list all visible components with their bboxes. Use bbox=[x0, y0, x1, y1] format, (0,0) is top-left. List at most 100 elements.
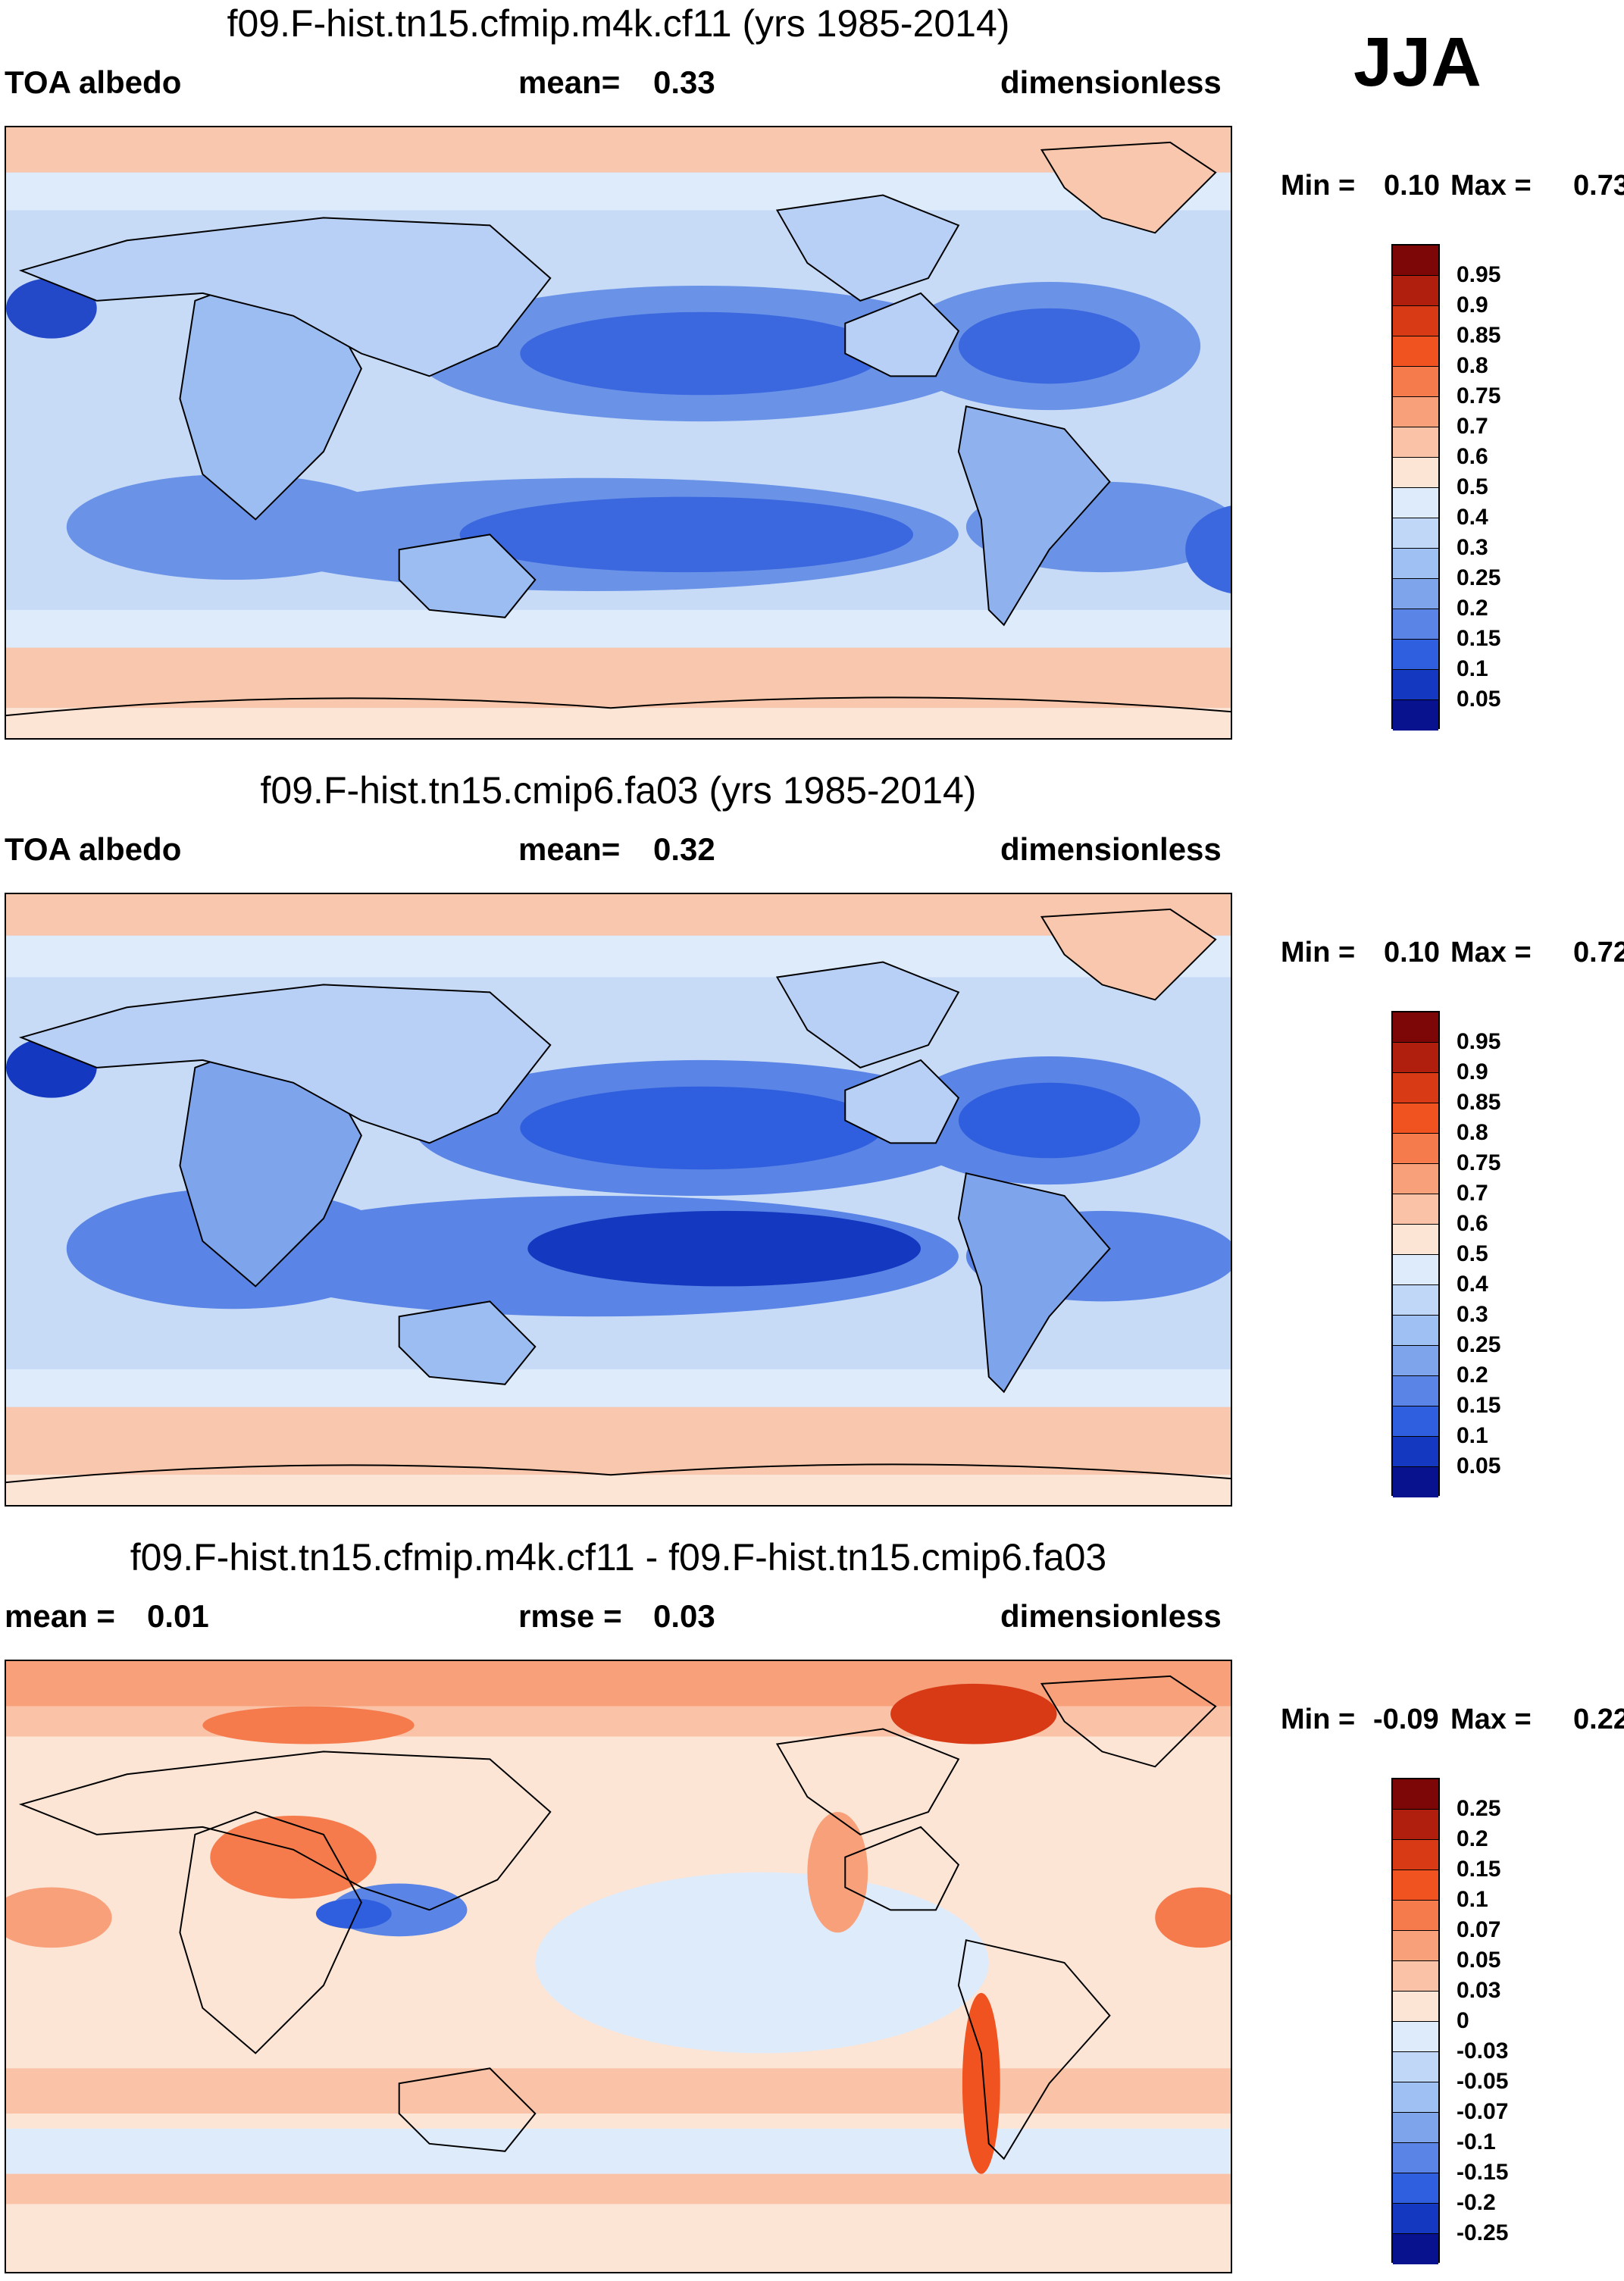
colorbar-swatch bbox=[1393, 1164, 1438, 1194]
panel-1-title: f09.F-hist.tn15.cfmip.m4k.cf11 (yrs 1985… bbox=[227, 2, 1010, 45]
colorbar-tick-label: 0.2 bbox=[1457, 1826, 1488, 1851]
panel-1-center-value: 0.33 bbox=[653, 64, 715, 100]
colorbar-swatch bbox=[1393, 700, 1438, 731]
colorbar-swatch bbox=[1393, 670, 1438, 700]
panel-2-min-value: 0.10 bbox=[1384, 937, 1440, 968]
colorbar-swatch bbox=[1393, 1840, 1438, 1870]
colorbar-swatch bbox=[1393, 1043, 1438, 1073]
colorbar-swatch bbox=[1393, 458, 1438, 488]
colorbar-swatch bbox=[1393, 1255, 1438, 1285]
colorbar-swatch bbox=[1393, 336, 1438, 367]
panel-3-left-label: mean = bbox=[5, 1598, 115, 1634]
colorbar-swatch bbox=[1393, 2234, 1438, 2264]
colorbar-swatch bbox=[1393, 2204, 1438, 2234]
colorbar-tick-label: -0.03 bbox=[1457, 2039, 1509, 2064]
colorbar-tick-label: 0.4 bbox=[1457, 505, 1488, 530]
colorbar-swatch bbox=[1393, 1437, 1438, 1467]
colorbar-tick-label: -0.07 bbox=[1457, 2099, 1509, 2124]
panel-2-center-value: 0.32 bbox=[653, 831, 715, 867]
panel-2-left-label: TOA albedo bbox=[5, 831, 182, 867]
colorbar-swatch bbox=[1393, 1316, 1438, 1346]
colorbar-tick-label: 0.95 bbox=[1457, 1029, 1501, 1054]
colorbar-swatch bbox=[1393, 427, 1438, 458]
colorbar-tick-label: 0.6 bbox=[1457, 444, 1488, 469]
colorbar-swatch bbox=[1393, 1870, 1438, 1901]
colorbar-tick-label: 0.9 bbox=[1457, 293, 1488, 318]
colorbar-tick-label: -0.2 bbox=[1457, 2190, 1496, 2215]
colorbar-tick-label: 0.25 bbox=[1457, 565, 1501, 590]
colorbar-swatch bbox=[1393, 276, 1438, 306]
colorbar-tick-label: 0.8 bbox=[1457, 353, 1488, 378]
colorbar-tick-label: 0.5 bbox=[1457, 1241, 1488, 1266]
colorbar-swatch bbox=[1393, 2143, 1438, 2173]
colorbar-tick-label: 0.7 bbox=[1457, 1181, 1488, 1206]
colorbar-tick-label: 0.2 bbox=[1457, 596, 1488, 621]
colorbar-tick-label: 0.7 bbox=[1457, 414, 1488, 439]
panel-1-units: dimensionless bbox=[1000, 64, 1222, 100]
colorbar-swatch bbox=[1393, 1073, 1438, 1103]
colorbar-tick-label: 0.8 bbox=[1457, 1120, 1488, 1145]
colorbar-tick-label: -0.25 bbox=[1457, 2220, 1509, 2245]
colorbar-tick-label: 0.05 bbox=[1457, 1453, 1501, 1478]
colorbar-tick-label: 0.1 bbox=[1457, 1423, 1488, 1448]
panel-2-map bbox=[5, 893, 1232, 1507]
panel-3-left-value: 0.01 bbox=[147, 1598, 209, 1634]
colorbar-swatch bbox=[1393, 518, 1438, 549]
colorbar-tick-label: -0.15 bbox=[1457, 2160, 1509, 2185]
colorbar-swatch bbox=[1393, 488, 1438, 518]
colorbar-swatch bbox=[1393, 1134, 1438, 1164]
panel-1-left-label: TOA albedo bbox=[5, 64, 182, 100]
colorbar-swatches bbox=[1391, 244, 1440, 731]
colorbar-swatch bbox=[1393, 1961, 1438, 1992]
colorbar-swatches bbox=[1391, 1011, 1440, 1497]
colorbar-tick-label: 0.05 bbox=[1457, 687, 1501, 712]
colorbar-tick-label: 0.2 bbox=[1457, 1363, 1488, 1388]
panel-3-max-value: 0.22 bbox=[1573, 1704, 1624, 1735]
panel-1-center-label: mean= bbox=[518, 64, 621, 100]
colorbar-tick-label: -0.05 bbox=[1457, 2069, 1509, 2094]
colorbar-swatch bbox=[1393, 246, 1438, 276]
colorbar-tick-label: 0 bbox=[1457, 2008, 1469, 2033]
colorbar-tick-label: 0.5 bbox=[1457, 474, 1488, 499]
panel-2-min-label: Min = bbox=[1281, 937, 1356, 968]
colorbar-tick-label: 0.85 bbox=[1457, 1090, 1501, 1115]
colorbar-swatch bbox=[1393, 2022, 1438, 2052]
colorbar-tick-label: -0.1 bbox=[1457, 2129, 1496, 2154]
colorbar-swatch bbox=[1393, 1012, 1438, 1043]
panel-3-center-label: rmse = bbox=[518, 1598, 622, 1634]
colorbar-tick-label: 0.3 bbox=[1457, 535, 1488, 560]
colorbar-tick-label: 0.15 bbox=[1457, 1857, 1501, 1882]
colorbar-tick-label: 0.75 bbox=[1457, 383, 1501, 408]
colorbar-tick-label: 0.6 bbox=[1457, 1211, 1488, 1236]
panel-3-title: f09.F-hist.tn15.cfmip.m4k.cf11 - f09.F-h… bbox=[130, 1536, 1107, 1579]
panel-3-min-value: -0.09 bbox=[1373, 1704, 1439, 1735]
colorbar-tick-label: 0.9 bbox=[1457, 1059, 1488, 1084]
panel-2-max-label: Max = bbox=[1450, 937, 1532, 968]
colorbar-swatch bbox=[1393, 1901, 1438, 1931]
colorbar-tick-label: 0.07 bbox=[1457, 1917, 1501, 1942]
panel-1-max-label: Max = bbox=[1450, 170, 1532, 202]
colorbar-swatch bbox=[1393, 1376, 1438, 1406]
colorbar-tick-label: 0.85 bbox=[1457, 323, 1501, 348]
colorbar-swatch bbox=[1393, 1194, 1438, 1225]
colorbar-swatch bbox=[1393, 2052, 1438, 2082]
panel-1-map bbox=[5, 126, 1232, 740]
colorbar-swatch bbox=[1393, 1992, 1438, 2022]
colorbar-swatch bbox=[1393, 1346, 1438, 1376]
colorbar-swatch bbox=[1393, 579, 1438, 609]
colorbar-tick-label: 0.1 bbox=[1457, 1887, 1488, 1912]
colorbar-swatch bbox=[1393, 397, 1438, 427]
colorbar-tick-label: 0.95 bbox=[1457, 262, 1501, 287]
colorbar-tick-label: 0.75 bbox=[1457, 1150, 1501, 1175]
colorbar-swatch bbox=[1393, 1467, 1438, 1497]
panel-2-center-label: mean= bbox=[518, 831, 621, 867]
colorbar-swatches bbox=[1391, 1778, 1440, 2264]
colorbar-swatch bbox=[1393, 1225, 1438, 1255]
colorbar-swatch bbox=[1393, 640, 1438, 670]
colorbar-tick-label: 0.03 bbox=[1457, 1978, 1501, 2003]
colorbar-tick-label: 0.3 bbox=[1457, 1302, 1488, 1327]
panel-1-min-value: 0.10 bbox=[1384, 170, 1440, 202]
panel-1-min-label: Min = bbox=[1281, 170, 1356, 202]
panel-1-max-value: 0.73 bbox=[1573, 170, 1624, 202]
colorbar-swatch bbox=[1393, 1810, 1438, 1840]
